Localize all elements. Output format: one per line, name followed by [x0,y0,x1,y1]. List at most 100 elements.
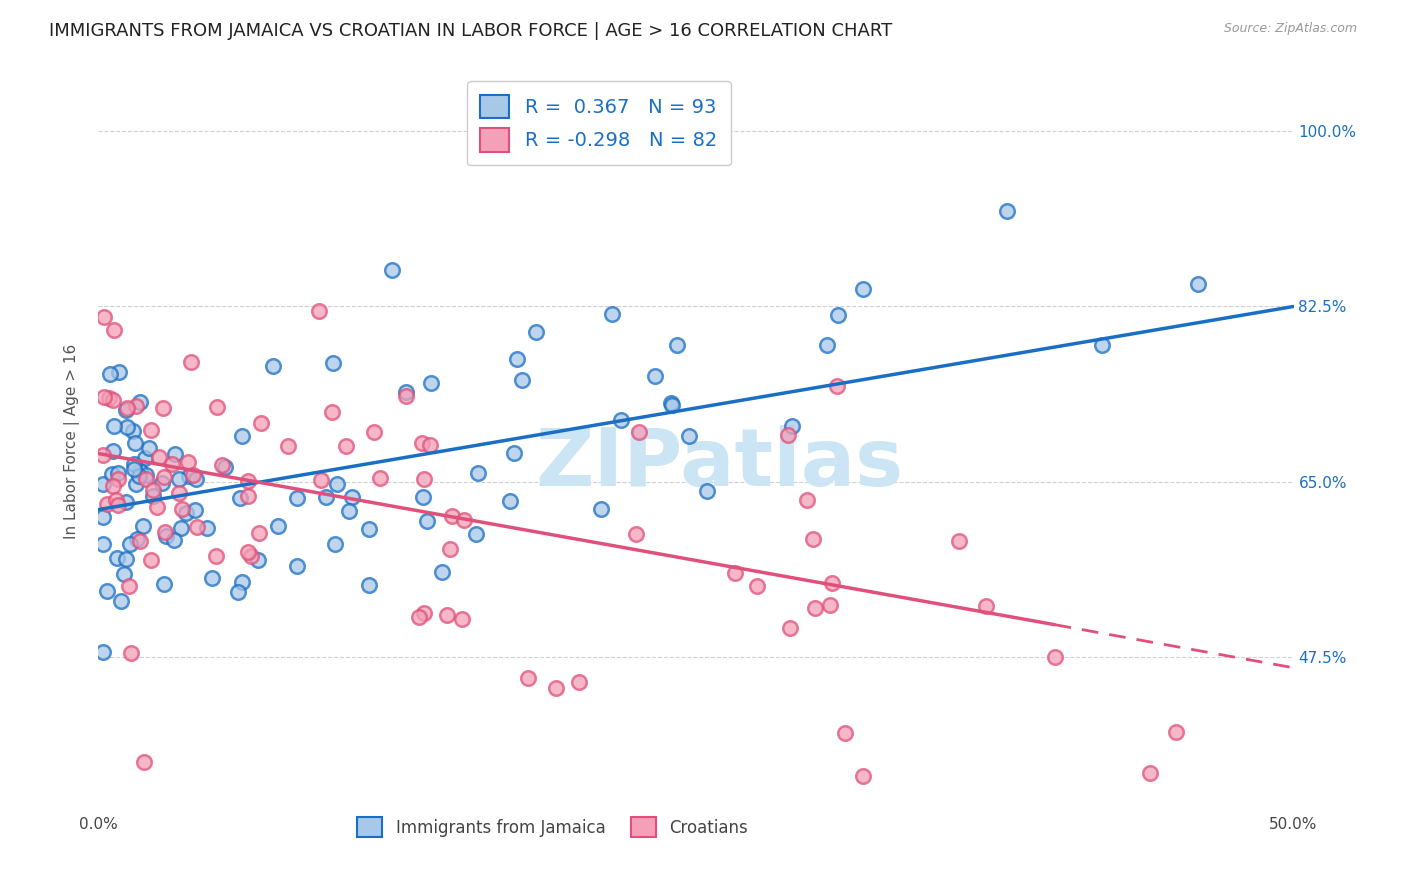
Point [418,438,440,452]
Point [546,681,568,695]
Point [101,444,124,458]
Point [506,352,529,367]
Point [107,498,129,512]
Point [172,502,194,516]
Point [146,500,169,514]
Point [110,594,132,608]
Point [125,399,148,413]
Point [776,428,799,442]
Point [214,460,236,475]
Point [589,502,612,516]
Point [277,439,299,453]
Point [207,400,229,414]
Point [135,467,157,482]
Point [359,522,381,536]
Point [412,491,434,505]
Point [127,533,149,547]
Point [128,464,150,478]
Point [1187,277,1209,291]
Point [93,390,115,404]
Legend: Immigrants from Jamaica, Croatians: Immigrants from Jamaica, Croatians [352,811,754,844]
Point [131,519,153,533]
Point [122,424,145,438]
Point [416,514,439,528]
Point [436,607,458,622]
Point [125,476,148,491]
Point [325,477,347,491]
Point [1091,338,1114,352]
Point [381,262,404,277]
Point [91,537,114,551]
Point [138,441,160,455]
Point [103,322,125,336]
Point [142,489,165,503]
Point [600,307,623,321]
Point [411,436,433,450]
Point [450,612,472,626]
Point [128,469,150,483]
Point [153,576,176,591]
Y-axis label: In Labor Force | Age > 16: In Labor Force | Age > 16 [63,344,80,539]
Point [107,473,129,487]
Point [370,470,392,484]
Point [229,491,252,505]
Point [321,405,343,419]
Point [91,645,114,659]
Point [357,577,380,591]
Point [91,477,114,491]
Point [231,429,253,443]
Point [1139,766,1161,780]
Point [262,359,284,373]
Point [287,491,309,506]
Point [186,520,208,534]
Point [98,391,121,405]
Point [114,552,136,566]
Point [516,672,538,686]
Point [134,450,156,465]
Point [464,527,486,541]
Point [439,542,461,557]
Point [124,457,146,471]
Point [467,466,489,480]
Point [309,473,332,487]
Point [820,598,842,612]
Point [231,575,253,590]
Point [103,419,125,434]
Point [115,419,138,434]
Point [170,521,193,535]
Point [107,365,129,379]
Point [834,726,856,740]
Point [976,599,998,613]
Point [153,469,176,483]
Point [201,571,224,585]
Point [236,489,259,503]
Point [96,498,118,512]
Point [827,309,849,323]
Point [129,395,152,409]
Point [174,506,197,520]
Point [666,337,689,351]
Point [96,583,118,598]
Point [120,537,142,551]
Point [204,549,226,563]
Point [160,457,183,471]
Point [340,490,363,504]
Point [408,609,430,624]
Point [134,755,156,769]
Point [239,549,262,563]
Point [115,402,138,417]
Point [105,551,128,566]
Point [678,428,700,442]
Point [413,472,436,486]
Point [184,472,207,486]
Point [236,474,259,488]
Point [335,439,357,453]
Point [181,468,204,483]
Point [780,419,803,434]
Point [211,458,233,472]
Point [98,367,121,381]
Point [948,534,970,549]
Point [852,282,875,296]
Point [512,373,534,387]
Point [627,425,650,439]
